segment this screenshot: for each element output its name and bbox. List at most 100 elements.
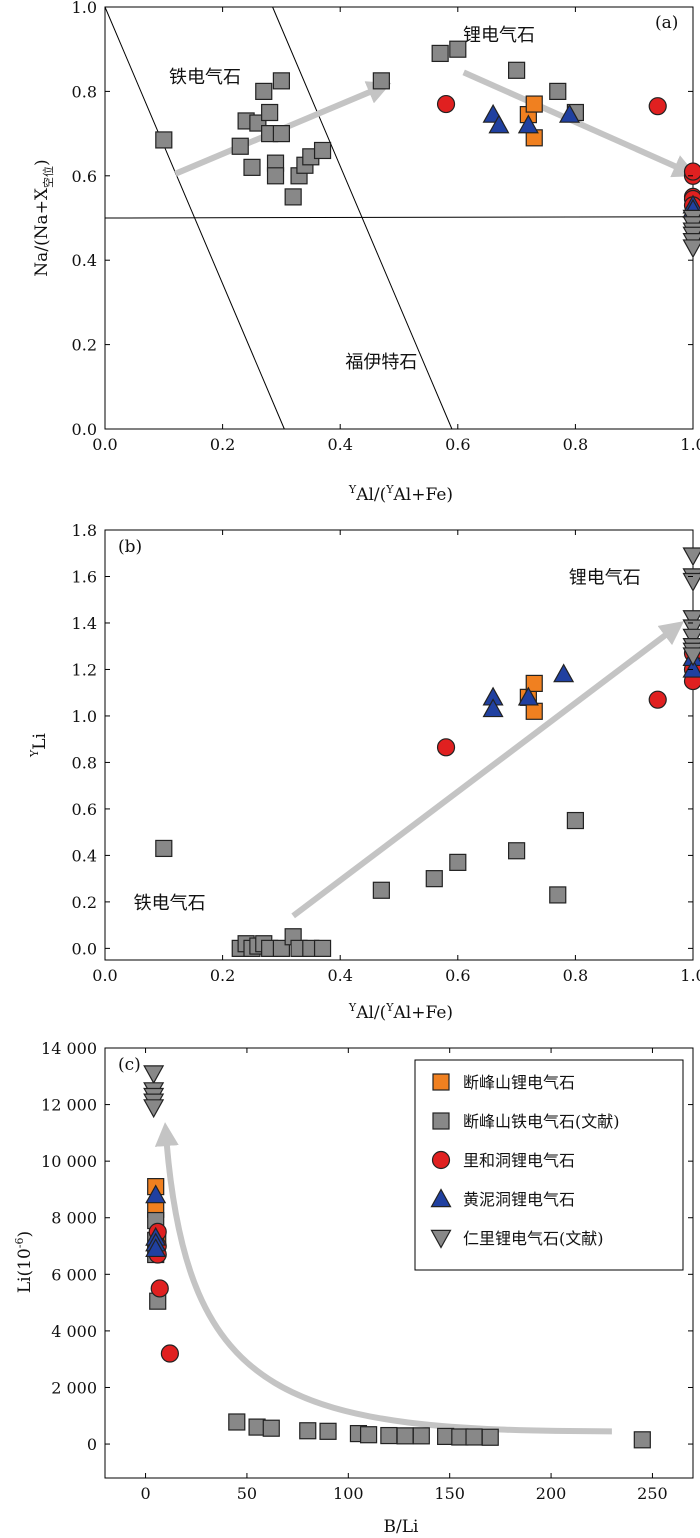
panel-a-circle-marker [648,97,667,116]
panel-c-square-marker [228,1413,246,1431]
panel-b-y-tick-label: 0.0 [72,939,97,958]
panel-b-y-tick-label: 1.4 [72,614,97,633]
panel-c-x-tick-label: 200 [536,1484,567,1503]
legend-triangle-down-marker [430,1229,452,1249]
panel-a-xlabel-part2: Al+Fe) [393,485,454,505]
panel-a-x-tick-label: 0.6 [445,435,470,454]
legend-entry-label: 仁里锂电气石(文献) [463,1229,604,1248]
panel-c-circle-marker [150,1279,169,1298]
panel-a-boundary-line [104,6,285,430]
panel-b-trend-arrows [291,621,684,919]
panel-a-x-tick-label: 0.8 [563,435,588,454]
panel-a-square-marker [243,158,261,176]
panel-b-x-tick-label: 1.0 [680,966,700,985]
panel-b-triangle-down-marker [682,610,700,630]
panel-b-triangle-down-marker [682,619,700,639]
panel-b-triangle-down-marker [682,572,700,592]
legend-entry-label: 断峰山铁电气石(文献) [463,1112,620,1131]
panel-c-y-tick-label: 2 000 [51,1378,97,1397]
panel-c-triangle-down-marker [143,1099,165,1119]
panel-a-ylabel-close: ) [32,159,52,166]
legend-circle-marker [431,1150,451,1170]
legend-frame [414,1059,684,1271]
panel-a-chart: 0.0 0.2 0.4 0.6 0.8 1.0 0.0 0.2 0.4 0.6 0.8 1.0 铁电气… [32,0,700,505]
panel-c-data-points [143,1065,651,1449]
panel-a-x-tick-label: 0.2 [210,435,235,454]
panel-a-square-marker [431,44,449,63]
legend-triangle-up-marker [430,1188,452,1208]
panel-b-circle-marker [648,690,667,709]
panel-b-triangle-down-marker [682,647,700,667]
panel-a-circle-marker [436,94,456,114]
panel-c-ylabel-main: Li(10 [15,1248,35,1293]
panel-c-ylabel-sup: -6 [13,1237,26,1248]
panel-c-square-marker [359,1426,378,1444]
panel-a-x-tick-label: 0.0 [92,435,117,454]
panel-b-y-tick-label: 1.8 [72,521,97,540]
panel-b-x-tick-label: 0.4 [327,966,352,985]
panel-c-axis-ticks: 0 50 100 150 200 250 0 2 000 4 000 6 000 8 000 10 0… [41,1039,693,1503]
panel-a-axis-ticks: 0.0 0.2 0.4 0.6 0.8 1.0 0.0 0.2 0.4 0.6 0.8 1.0 [72,0,700,454]
panel-b-xlabel-part1: Al/( [355,1003,386,1023]
panel-b-triangle-down-marker [682,547,700,567]
panel-a-ylabel-main: Na/(Na+X [32,187,52,277]
panel-a-boundary-line [272,6,453,430]
panel-b-y-tick-label: 0.8 [72,753,97,772]
panel-b-square-marker [566,811,585,830]
panel-a-x-tick-label: 0.4 [327,435,352,454]
legend-entry-label: 断峰山锂电气石 [463,1073,575,1092]
panel-a-region-annotation: 福伊特石 [345,352,417,373]
panel-b-circle-marker [436,738,456,757]
panel-a-triangle-up-marker [517,114,539,134]
panel-b-data-points [155,547,700,957]
panel-c-chart: 0 50 100 150 200 250 0 2 000 4 000 6 000 8 000 10 0… [13,1039,694,1537]
panel-a-reference-lines [104,6,694,430]
panel-c-ylabel-close: ) [15,1231,35,1238]
panel-a-square-marker [508,61,526,79]
panel-c-plot-frame [104,1047,694,1479]
panel-c-square-marker [465,1428,483,1446]
panel-b-ylabel-sup: Y [28,749,41,758]
panel-b-axis-ticks: 0.0 0.2 0.4 0.6 0.8 1.0 0.0 0.2 0.4 0.6 0.8 1.0 1.2 1… [72,521,700,985]
panel-c-x-tick-label: 150 [434,1484,465,1503]
panel-c-y-tick-label: 12 000 [41,1096,97,1115]
panel-c-y-tick-label: 0 [87,1435,97,1454]
panel-b-region-annotation: 铁电气石 [134,893,206,914]
panel-c-y-tick-label: 6 000 [51,1265,97,1284]
legend-entry-label: 里和洞锂电气石 [463,1151,575,1170]
panel-a-square-marker [313,141,332,160]
panel-c-x-tick-label: 0 [140,1484,150,1503]
legend-entry-label: 黄泥洞锂电气石 [463,1190,575,1209]
panel-a-square-marker [272,72,290,90]
panel-c-square-marker [262,1419,280,1437]
panel-a-triangle-up-marker [488,114,510,134]
panel-a-data-points [155,40,700,259]
panel-c-triangle-down-marker [143,1065,165,1085]
panel-b-triangle-down-marker [682,628,700,648]
panel-a-ylabel-sub: 空位 [41,166,55,188]
panel-b-y-tick-label: 0.4 [72,846,97,865]
panel-b-chart: 0.0 0.2 0.4 0.6 0.8 1.0 0.0 0.2 0.4 0.6 0.8 1.0 1.2 1… [28,521,700,1023]
panel-a-y-tick-label: 1.0 [72,0,97,17]
panel-c-x-axis-label: B/Li [384,1517,420,1537]
panel-c-square-marker [380,1426,398,1445]
panel-c-square-marker [412,1427,430,1445]
panel-b-square-marker [525,702,543,720]
panel-a-square-marker [255,82,273,101]
panel-a-region-annotation: 铁电气石 [169,67,241,88]
panel-a-label: (a) [655,13,678,33]
panel-c-triangle-up-marker [145,1238,167,1258]
panel-c-y-axis-label: Li(10-6) [13,1231,35,1293]
panel-a-y-tick-label: 0.8 [72,82,97,101]
panel-b-square-marker [449,853,467,871]
panel-b-y-tick-label: 0.2 [72,893,97,912]
panel-a-y-tick-label: 0.6 [72,167,97,186]
panel-c-square-marker [299,1422,317,1440]
panel-b-x-axis-label: YAl/(YAl+Fe) [348,1001,453,1023]
panel-b-xlabel-sup1: Y [348,1001,357,1014]
panel-c-triangle-up-marker [145,1184,167,1204]
panel-b-triangle-up-marker [482,698,504,718]
